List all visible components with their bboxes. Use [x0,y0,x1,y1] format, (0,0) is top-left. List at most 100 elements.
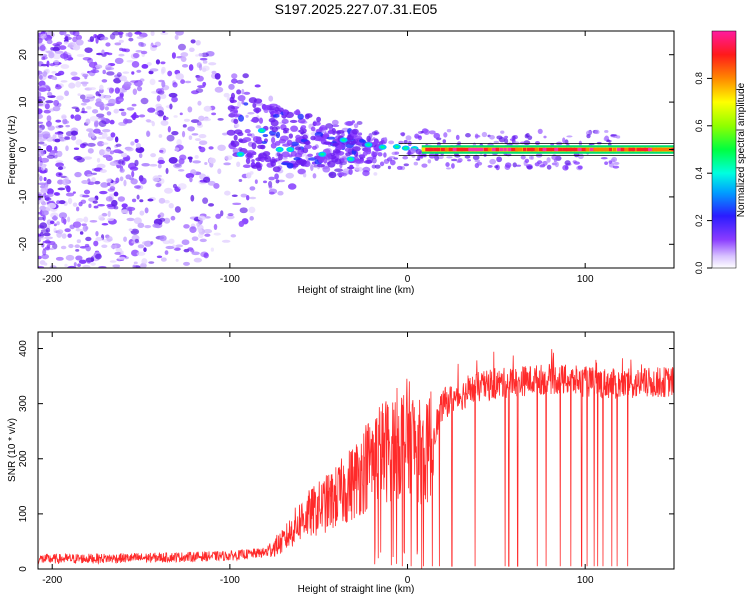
spectrogram-hot-core [259,129,264,132]
spectrogram-xlabel: Height of straight line (km) [298,285,415,296]
spectrogram-noise-blob [95,64,103,69]
spectrogram-hot-core [403,146,408,150]
spectrogram-noise-blob [57,187,66,191]
spectrogram-signal-peak [456,147,464,152]
spectrogram-signal-peak [616,147,624,152]
spectrogram-noise-blob [71,106,79,109]
spectrogram-noise-blob [91,177,96,183]
spectrogram-noise-blob [245,172,252,179]
spectrogram-band-blob [282,109,288,116]
spectrogram-noise-blob [66,185,71,193]
spectrogram-band-blob [262,133,269,138]
spectrogram-noise-blob [243,91,251,95]
spectrogram-noise-blob [100,182,109,188]
spectrogram-noise-blob [45,100,54,104]
spectrogram-line-halo [434,155,439,161]
spectrogram-line-halo [505,162,512,168]
spectrogram-noise-blob [160,61,166,65]
spectrogram-noise-blob [120,111,127,117]
spectrogram-line-halo [520,154,526,160]
spectrogram-noise-blob [190,119,200,124]
spectrogram-signal-peak [640,147,647,152]
spectrogram-noise-blob [217,168,222,175]
spectrogram-noise-blob [150,31,155,37]
spectrogram-signal-peak [433,147,438,152]
spectrogram-noise-blob [115,177,120,183]
spectrogram-noise-blob [42,71,48,77]
spectrogram-noise-blob [102,69,106,75]
spectrogram-noise-blob [246,195,250,201]
spectrogram-band-blob [290,150,297,157]
spectrogram-noise-blob [105,67,115,71]
spectrogram-noise-blob [152,175,160,183]
spectrogram-noise-blob [46,154,55,159]
spectrogram-band-blob [295,159,302,166]
spectrogram-signal-peak [659,147,665,152]
spectrogram-band-blob [304,140,311,146]
spectrogram-line-halo [427,159,432,164]
spectrogram-line-halo [467,159,471,162]
spectrogram-signal-peak [472,147,478,152]
spectrogram-line-halo [457,158,463,163]
spectrogram-noise-blob [132,264,136,268]
spectrogram-noise-blob [75,249,80,252]
spectrogram-noise-blob [171,52,176,59]
spectrogram-noise-blob [46,145,53,152]
spectrogram-noise-blob [97,141,105,147]
spectrogram-noise-blob [38,236,46,240]
spectrogram-band-blob [247,133,252,137]
spectrogram-noise-blob [42,133,51,139]
spectrogram-noise-blob [106,236,113,242]
spectrogram-noise-blob [277,190,284,196]
spectrogram-line-halo [489,158,497,165]
spectrogram-noise-blob [136,36,144,40]
spectrogram-line-halo [504,135,509,139]
spectrogram-noise-blob [81,180,89,185]
spectrogram-noise-blob [168,92,178,98]
spectrogram-noise-blob [183,261,190,266]
snr-ytick-label: 400 [18,340,29,357]
spectrogram-noise-blob [236,161,241,168]
spectrogram-noise-blob [197,228,203,233]
spectrogram-line-halo [496,156,500,161]
spectrogram-noise-blob [104,95,111,101]
spectrogram-noise-blob [180,79,186,84]
spectrogram-signal-peak [448,147,455,152]
spectrogram-noise-blob [160,120,169,126]
spectrogram-noise-blob [79,231,84,235]
spectrogram-noise-blob [53,44,61,51]
spectrogram-noise-blob [202,197,209,204]
spectrogram-band-blob [290,125,299,132]
spectrogram-noise-blob [211,70,217,75]
spectrogram-signal-peak [577,147,582,152]
spectrogram-band-blob [311,145,317,150]
spectrogram-noise-blob [121,48,127,52]
spectrogram-noise-blob [44,103,50,110]
colorbar-tick-label: 0.6 [694,120,704,133]
spectrogram-noise-blob [105,178,112,183]
spectrogram-noise-blob [70,114,75,119]
spectrogram-noise-blob [201,52,209,58]
spectrogram-signal-peak [648,147,654,152]
spectrogram-band-blob [268,117,276,123]
spectrogram-band-blob [238,114,245,122]
spectrogram-noise-blob [83,156,93,160]
spectrogram-noise-blob [75,218,84,223]
spectrogram-noise-blob [143,247,147,253]
spectrogram-noise-blob [188,156,193,163]
spectrogram-noise-blob [52,52,62,60]
spectrogram-band-blob [323,141,333,145]
spectrogram-band-blob [366,156,375,162]
spectrogram-noise-blob [133,112,137,118]
spectrogram-noise-blob [249,216,254,221]
spectrogram-band-blob [326,136,336,140]
spectrogram-noise-blob [162,240,171,245]
spectrogram-band-blob [275,131,281,139]
spectrogram-noise-blob [67,55,72,59]
spectrogram-line-halo [387,165,392,170]
spectrogram-noise-blob [123,81,132,87]
spectrogram-line-halo [450,158,458,162]
spectrogram-noise-blob [116,72,122,78]
spectrogram-noise-blob [88,203,92,208]
spectrogram-noise-blob [87,148,94,154]
